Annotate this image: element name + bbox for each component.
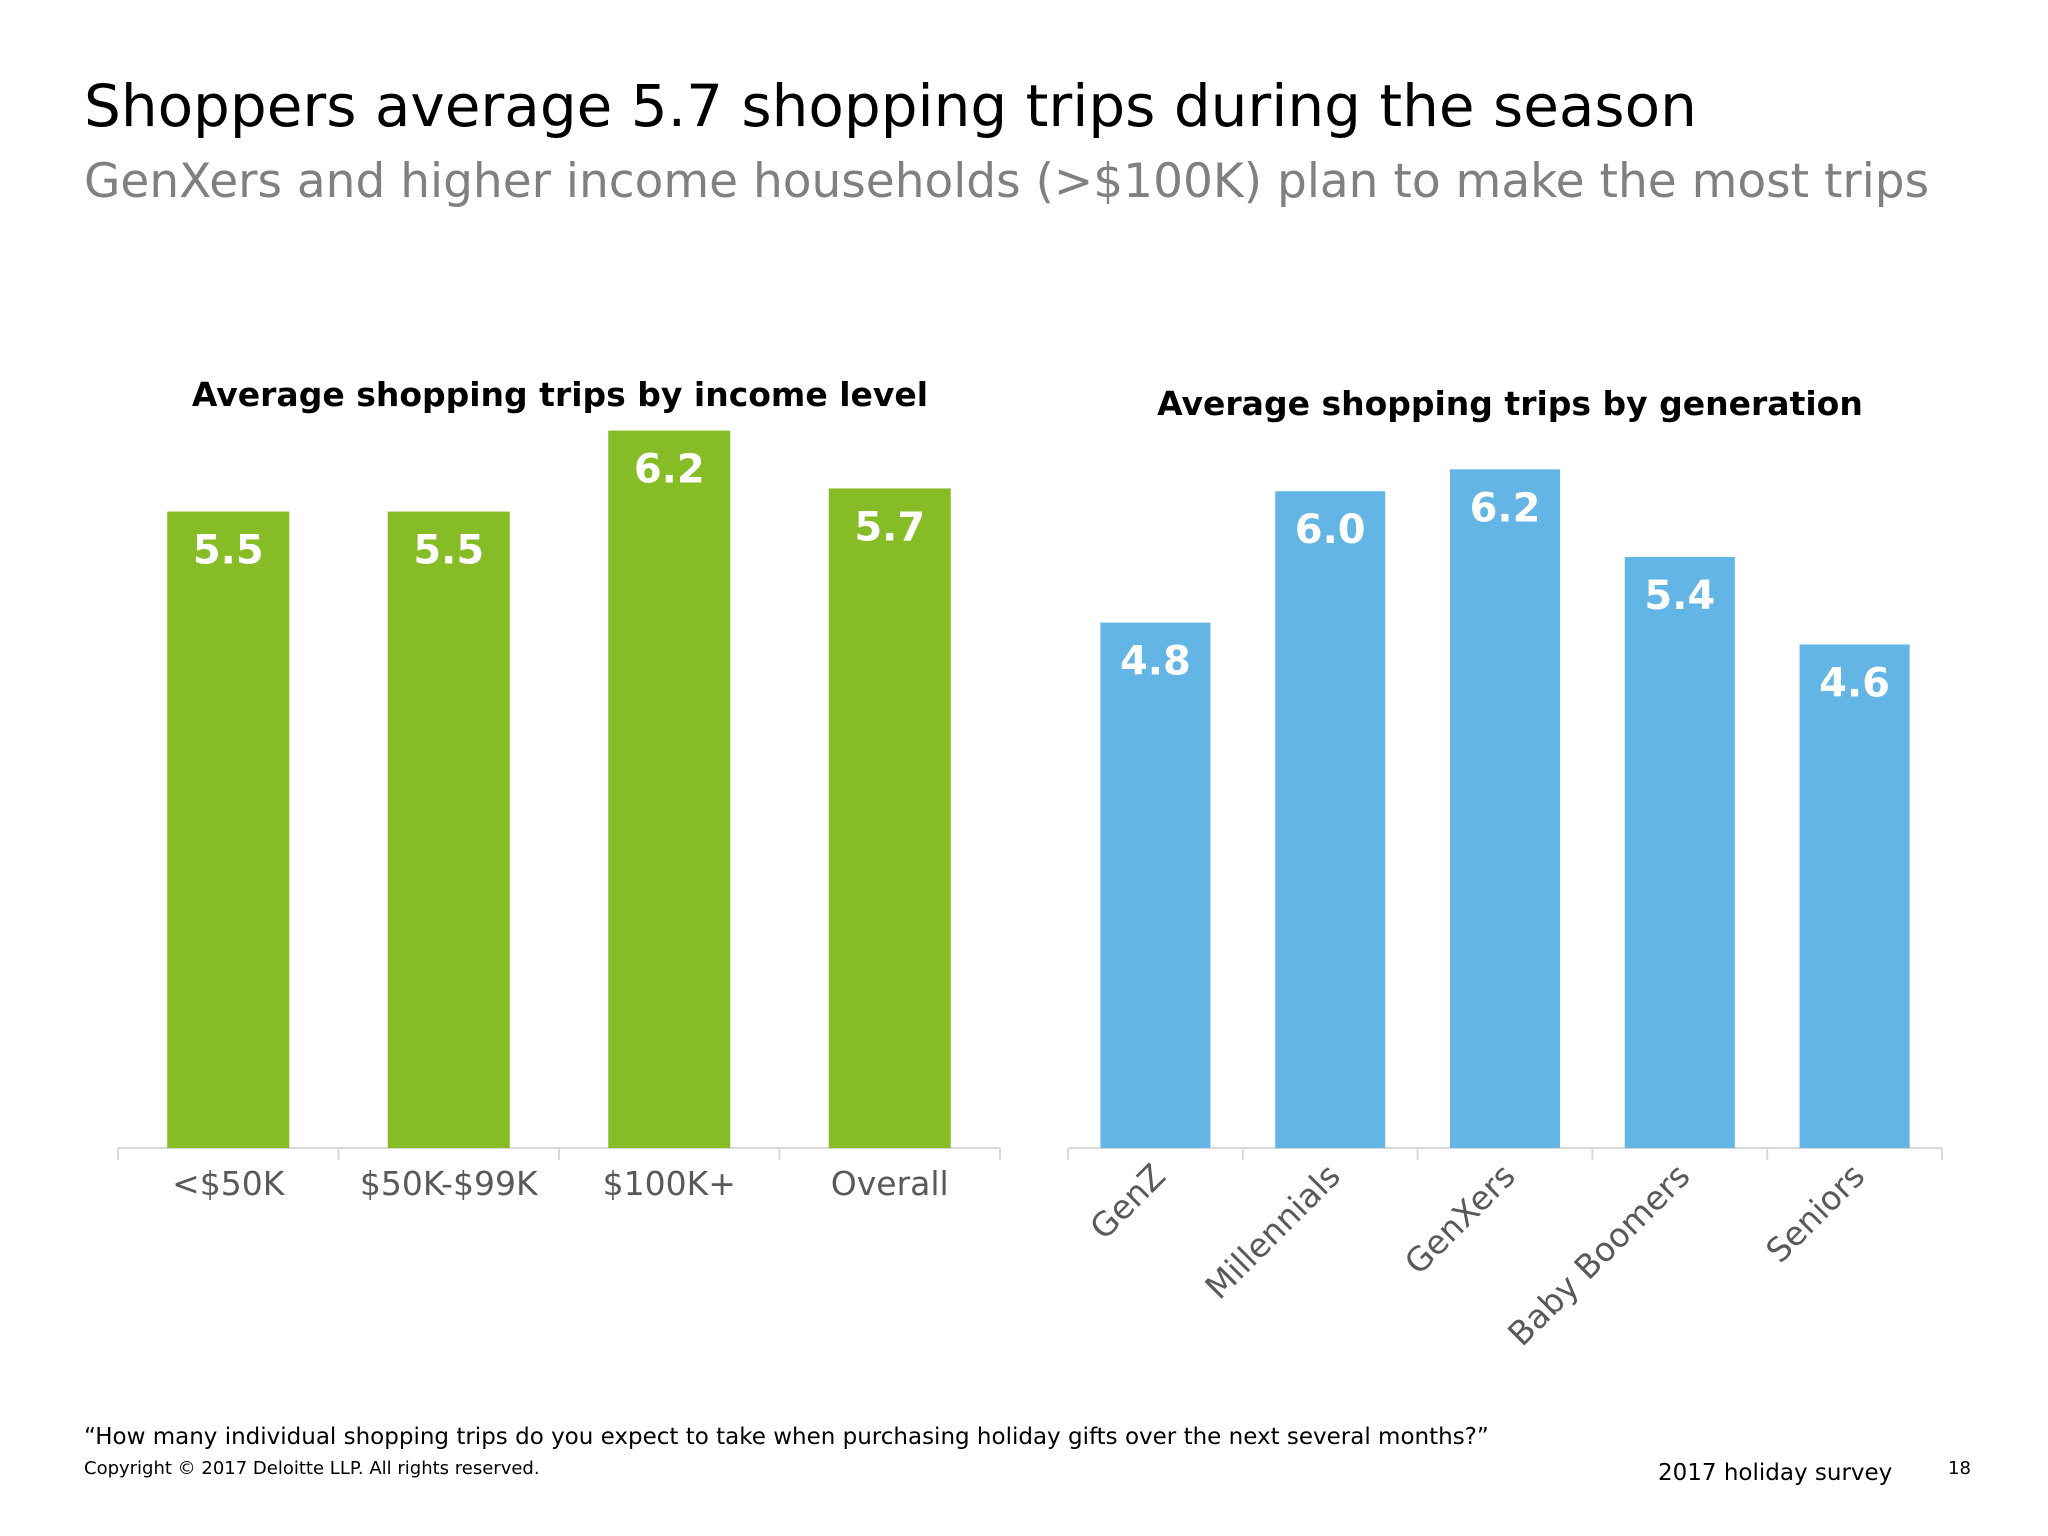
- data-label: 6.0: [1295, 507, 1366, 553]
- income-chart-title: Average shopping trips by income level: [191, 375, 929, 414]
- x-tick-label: Millennials: [1197, 1156, 1348, 1307]
- bar: [387, 511, 510, 1149]
- x-tick-label: Overall: [831, 1164, 949, 1203]
- data-label: 4.8: [1120, 639, 1191, 685]
- bar: [608, 430, 731, 1149]
- x-tick-label: <$50K: [172, 1164, 286, 1203]
- x-tick-label: $50K-$99K: [360, 1164, 539, 1203]
- bar: [1450, 469, 1560, 1149]
- data-label: 4.6: [1819, 660, 1890, 706]
- data-label: 5.7: [854, 504, 925, 550]
- slide-subtitle: GenXers and higher income households (>$…: [84, 154, 1930, 209]
- generation-chart-title: Average shopping trips by generation: [1157, 384, 1863, 423]
- x-tick-label: $100K+: [603, 1164, 736, 1203]
- x-tick-label: Seniors: [1758, 1156, 1872, 1270]
- data-label: 5.4: [1644, 573, 1715, 619]
- x-tick-label: GenXers: [1397, 1156, 1523, 1282]
- copyright-notice: Copyright © 2017 Deloitte LLP. All right…: [84, 1458, 540, 1479]
- survey-label: 2017 holiday survey: [1658, 1460, 1893, 1486]
- bar: [1100, 622, 1211, 1148]
- x-tick-label: GenZ: [1082, 1156, 1173, 1247]
- bar: [1275, 491, 1386, 1148]
- bar: [1624, 556, 1735, 1148]
- bar: [167, 511, 290, 1149]
- x-tick-label: Baby Boomers: [1500, 1156, 1697, 1353]
- data-label: 6.2: [634, 447, 705, 493]
- slide-title: Shoppers average 5.7 shopping trips duri…: [84, 72, 1697, 140]
- survey-question-footnote: “How many individual shopping trips do y…: [84, 1424, 1489, 1450]
- data-label: 5.5: [193, 528, 264, 574]
- data-label: 5.5: [413, 528, 484, 574]
- data-label: 6.2: [1470, 485, 1541, 531]
- bar: [828, 488, 951, 1148]
- page-number: 18: [1948, 1458, 1971, 1479]
- bar: [1799, 644, 1910, 1148]
